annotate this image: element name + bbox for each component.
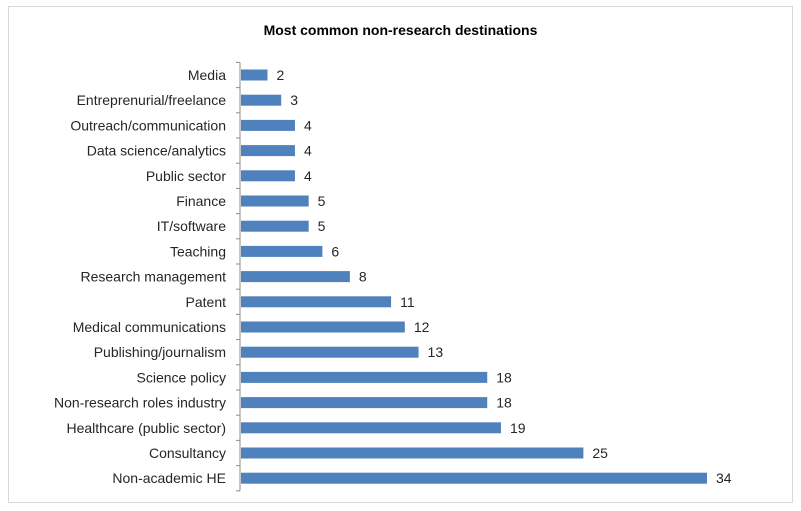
- data-label: 6: [331, 243, 339, 259]
- bar: [241, 245, 323, 257]
- bar: [241, 94, 282, 106]
- category-label: Public sector: [146, 168, 226, 184]
- category-label: Outreach/communication: [70, 117, 226, 133]
- chart-frame: [8, 6, 793, 503]
- category-label: Non-research roles industry: [54, 395, 226, 411]
- data-label: 11: [400, 294, 415, 310]
- bar: [241, 397, 488, 409]
- data-label: 8: [359, 269, 367, 285]
- bar: [241, 119, 295, 131]
- chart-title: Most common non-research destinations: [263, 22, 538, 38]
- category-label: Medical communications: [73, 319, 226, 335]
- bar: [241, 346, 419, 358]
- category-label: Media: [188, 67, 226, 83]
- category-label: Consultancy: [149, 445, 226, 461]
- bar: [241, 296, 392, 308]
- category-label: Science policy: [137, 369, 227, 385]
- data-label: 13: [428, 344, 444, 360]
- data-label: 3: [290, 92, 298, 108]
- data-label: 5: [318, 193, 326, 209]
- category-label: Publishing/journalism: [94, 344, 226, 360]
- category-label: Patent: [186, 294, 227, 310]
- bar: [241, 422, 501, 434]
- category-label: Non-academic HE: [112, 470, 226, 486]
- bar: [241, 69, 268, 81]
- data-label: 4: [304, 168, 312, 184]
- bar: [241, 145, 295, 157]
- category-label: Finance: [176, 193, 226, 209]
- data-label: 18: [496, 395, 512, 411]
- category-label: IT/software: [157, 218, 226, 234]
- data-label: 34: [716, 470, 732, 486]
- category-label: Data science/analytics: [87, 143, 226, 159]
- category-label: Teaching: [170, 243, 226, 259]
- data-label: 2: [276, 67, 284, 83]
- bar: [241, 371, 488, 383]
- bar: [241, 195, 309, 207]
- data-label: 25: [592, 445, 608, 461]
- bar: [241, 271, 350, 283]
- data-label: 18: [496, 369, 512, 385]
- data-label: 5: [318, 218, 326, 234]
- category-label: Entreprenurial/freelance: [77, 92, 227, 108]
- data-label: 4: [304, 143, 312, 159]
- data-label: 4: [304, 117, 312, 133]
- bar: [241, 447, 584, 459]
- bar: [241, 220, 309, 232]
- data-label: 19: [510, 420, 526, 436]
- category-label: Healthcare (public sector): [66, 420, 226, 436]
- category-label: Research management: [80, 269, 226, 285]
- bar: [241, 472, 707, 484]
- data-label: 12: [414, 319, 430, 335]
- bar: [241, 321, 405, 333]
- bar: [241, 170, 295, 182]
